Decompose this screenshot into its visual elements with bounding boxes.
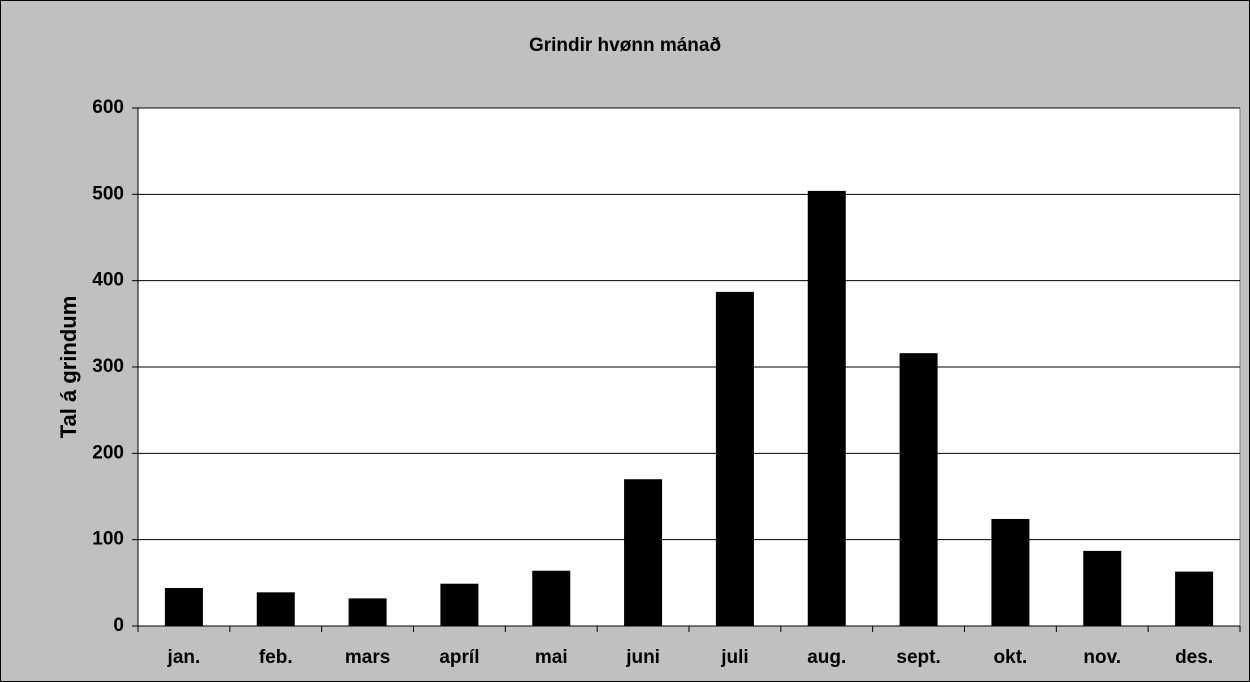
y-tick-label: 400 bbox=[92, 270, 124, 291]
y-tick-label: 500 bbox=[92, 183, 124, 204]
y-tick-label: 200 bbox=[92, 442, 124, 463]
bar bbox=[164, 588, 203, 626]
x-tick-label: juli bbox=[720, 647, 748, 668]
chart-title: Grindir hvønn mánað bbox=[529, 35, 721, 56]
y-tick-label: 100 bbox=[92, 529, 124, 550]
bar bbox=[1083, 550, 1122, 626]
x-tick-label: mai bbox=[535, 647, 568, 668]
x-tick-label: feb. bbox=[259, 647, 293, 668]
y-tick-label: 0 bbox=[113, 615, 124, 636]
bar bbox=[348, 598, 387, 626]
y-axis-label: Tal á grindum bbox=[56, 296, 81, 439]
bar bbox=[1175, 571, 1214, 626]
x-tick-label: des. bbox=[1175, 647, 1213, 668]
x-tick-label: okt. bbox=[994, 647, 1028, 668]
x-tick-label: aug. bbox=[807, 647, 846, 668]
bar bbox=[991, 518, 1030, 626]
bar bbox=[440, 583, 479, 626]
bar bbox=[532, 570, 571, 626]
bar bbox=[256, 592, 295, 626]
bar bbox=[624, 479, 663, 626]
y-tick-label: 300 bbox=[92, 356, 124, 377]
bar bbox=[899, 353, 938, 626]
x-tick-label: nov. bbox=[1083, 647, 1121, 668]
x-tick-label: juni bbox=[625, 647, 660, 668]
x-tick-label: apríl bbox=[439, 647, 479, 668]
x-tick-label: jan. bbox=[167, 647, 201, 668]
y-tick-label: 600 bbox=[92, 97, 124, 118]
x-tick-label: sept. bbox=[896, 647, 940, 668]
x-tick-label: mars bbox=[345, 647, 390, 668]
bar bbox=[715, 291, 754, 626]
bar bbox=[807, 190, 846, 626]
